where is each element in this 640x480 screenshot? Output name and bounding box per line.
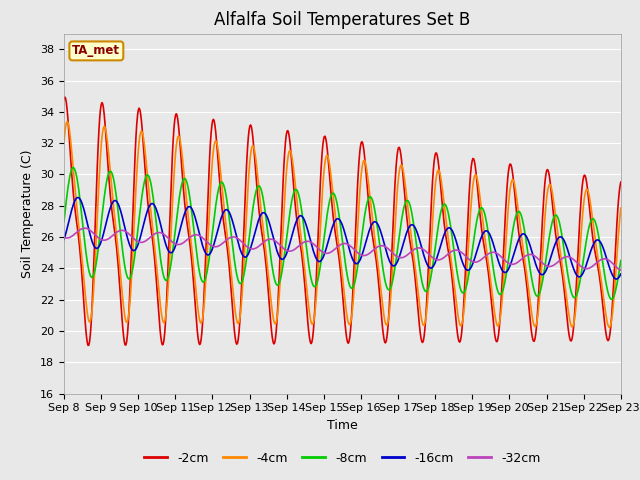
-8cm (214, 188, 222, 194)
-16cm (74, 195, 82, 201)
-4cm (60, 140, 68, 145)
-32cm (214, 243, 222, 249)
-8cm (428, 273, 435, 279)
-4cm (605, 324, 613, 330)
-4cm (411, 261, 419, 267)
-16cm (128, 247, 136, 252)
-2cm (428, 190, 436, 196)
-16cm (214, 226, 222, 231)
-4cm (128, 264, 136, 269)
Y-axis label: Soil Temperature (C): Soil Temperature (C) (22, 149, 35, 278)
-2cm (186, 238, 193, 243)
-4cm (617, 205, 625, 211)
-2cm (412, 280, 419, 286)
-2cm (84, 342, 92, 348)
-16cm (411, 224, 419, 230)
-8cm (71, 167, 79, 172)
-8cm (411, 229, 419, 235)
-8cm (607, 297, 615, 302)
-2cm (617, 179, 625, 185)
-4cm (63, 119, 71, 124)
-2cm (71, 205, 79, 211)
Legend: -2cm, -4cm, -8cm, -16cm, -32cm: -2cm, -4cm, -8cm, -16cm, -32cm (140, 447, 545, 469)
-32cm (128, 234, 136, 240)
-8cm (617, 258, 625, 264)
Line: -2cm: -2cm (64, 97, 621, 345)
-8cm (60, 218, 68, 224)
Text: TA_met: TA_met (72, 44, 120, 58)
-32cm (81, 225, 89, 231)
-2cm (61, 94, 68, 100)
Line: -32cm: -32cm (64, 228, 621, 270)
-4cm (214, 147, 222, 153)
Line: -4cm: -4cm (64, 121, 621, 327)
X-axis label: Time: Time (327, 419, 358, 432)
-4cm (185, 217, 193, 223)
-32cm (617, 267, 625, 273)
-16cm (185, 204, 193, 210)
-16cm (60, 237, 68, 242)
-16cm (612, 276, 620, 282)
-32cm (428, 253, 435, 259)
-2cm (60, 96, 68, 102)
-32cm (185, 236, 193, 241)
-16cm (70, 200, 78, 205)
-32cm (70, 232, 78, 238)
-8cm (128, 269, 136, 275)
Line: -16cm: -16cm (64, 198, 621, 279)
Line: -8cm: -8cm (64, 168, 621, 300)
-8cm (70, 165, 77, 170)
-2cm (215, 169, 223, 175)
-16cm (617, 271, 625, 277)
Title: Alfalfa Soil Temperatures Set B: Alfalfa Soil Temperatures Set B (214, 11, 470, 29)
-4cm (428, 244, 435, 250)
-4cm (71, 184, 79, 190)
-32cm (411, 246, 419, 252)
-2cm (129, 207, 137, 213)
-16cm (428, 265, 435, 271)
-32cm (60, 235, 68, 240)
-8cm (185, 188, 193, 193)
